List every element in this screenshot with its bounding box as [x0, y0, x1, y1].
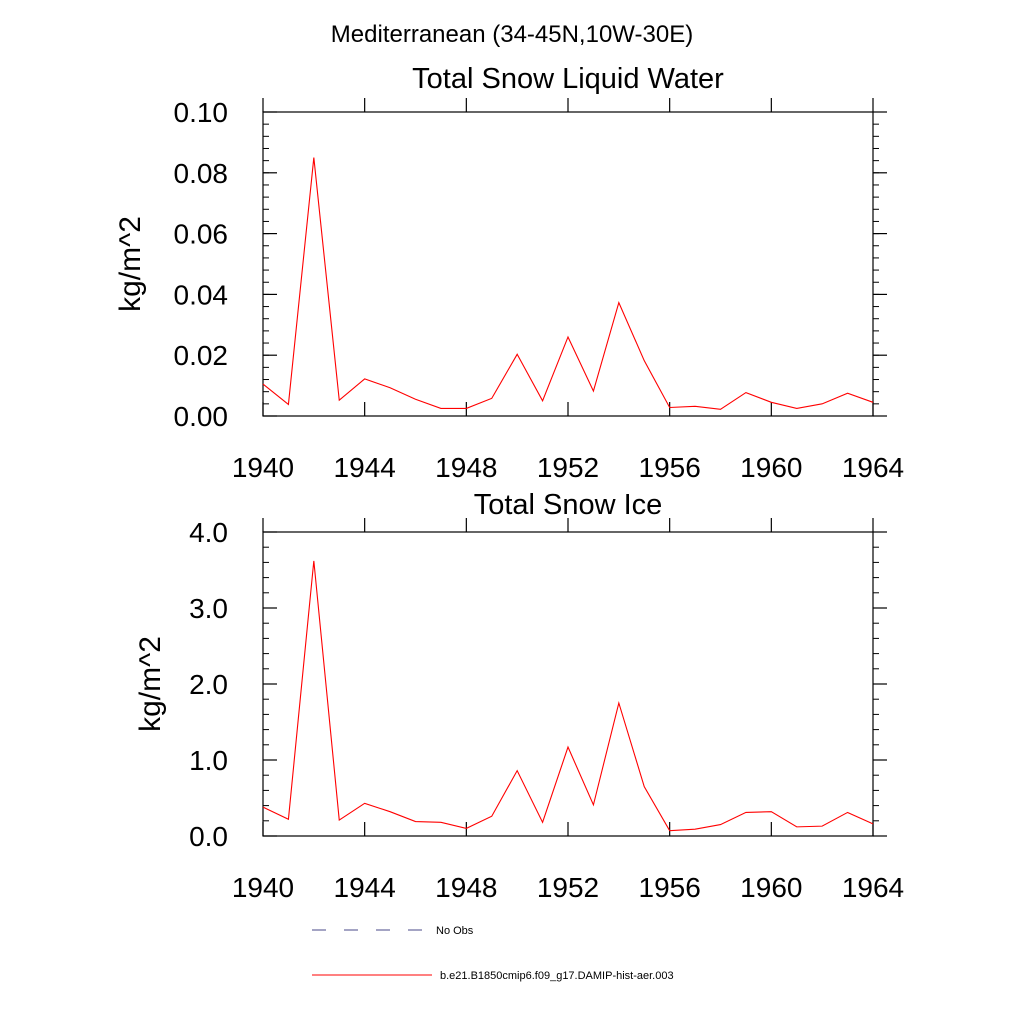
panel-title: Total Snow Ice — [474, 489, 663, 521]
x-tick-label: 1944 — [334, 452, 396, 483]
x-tick-label: 1948 — [435, 452, 497, 483]
x-tick-label: 1964 — [842, 452, 904, 483]
y-tick-label: 0.08 — [174, 158, 229, 189]
y-axis-label: kg/m^2 — [134, 636, 167, 732]
y-tick-label: 0.04 — [174, 279, 229, 310]
x-tick-label: 1940 — [232, 872, 294, 903]
chart-panel-2: Total Snow Ice 1940 1944 1948 1952 1956 1960 19… — [134, 489, 904, 903]
legend-label: No Obs — [436, 925, 474, 937]
x-tick-label: 1952 — [537, 452, 599, 483]
chart-panels: Total Snow Liquid Water 1940 1944 1948 1952 1… — [114, 63, 904, 903]
x-tick-label: 1944 — [334, 872, 396, 903]
y-tick-label: 1.0 — [189, 745, 228, 776]
series-line — [262, 157, 874, 410]
y-tick-label: 0.02 — [174, 340, 229, 371]
y-tick-label: 0.06 — [174, 219, 229, 250]
plot-frame — [262, 531, 874, 837]
y-axis-label: kg/m^2 — [114, 216, 147, 312]
y-tick-label: 4.0 — [189, 517, 228, 548]
y-tick-label: 0.10 — [174, 97, 229, 128]
y-tick-label: 3.0 — [189, 593, 228, 624]
x-tick-label: 1960 — [740, 452, 802, 483]
x-tick-label: 1956 — [639, 872, 701, 903]
x-tick-label: 1948 — [435, 872, 497, 903]
chart-panel-1: Total Snow Liquid Water 1940 1944 1948 1952 1… — [114, 63, 904, 483]
x-tick-label: 1940 — [232, 452, 294, 483]
x-tick-label: 1952 — [537, 872, 599, 903]
plot-frame — [262, 111, 874, 417]
y-tick-label: 2.0 — [189, 669, 228, 700]
y-tick-label: 0.00 — [174, 401, 229, 432]
x-tick-label: 1960 — [740, 872, 802, 903]
legend: No Obs b.e21.B1850cmip6.f09_g17.DAMIP-his… — [312, 925, 674, 982]
series-line — [262, 560, 874, 832]
figure-title: Mediterranean (34-45N,10W-30E) — [331, 21, 693, 48]
panel-title: Total Snow Liquid Water — [412, 63, 724, 95]
x-tick-label: 1964 — [842, 872, 904, 903]
legend-label: b.e21.B1850cmip6.f09_g17.DAMIP-hist-aer.… — [440, 970, 674, 982]
y-tick-label: 0.0 — [189, 821, 228, 852]
x-tick-label: 1956 — [639, 452, 701, 483]
